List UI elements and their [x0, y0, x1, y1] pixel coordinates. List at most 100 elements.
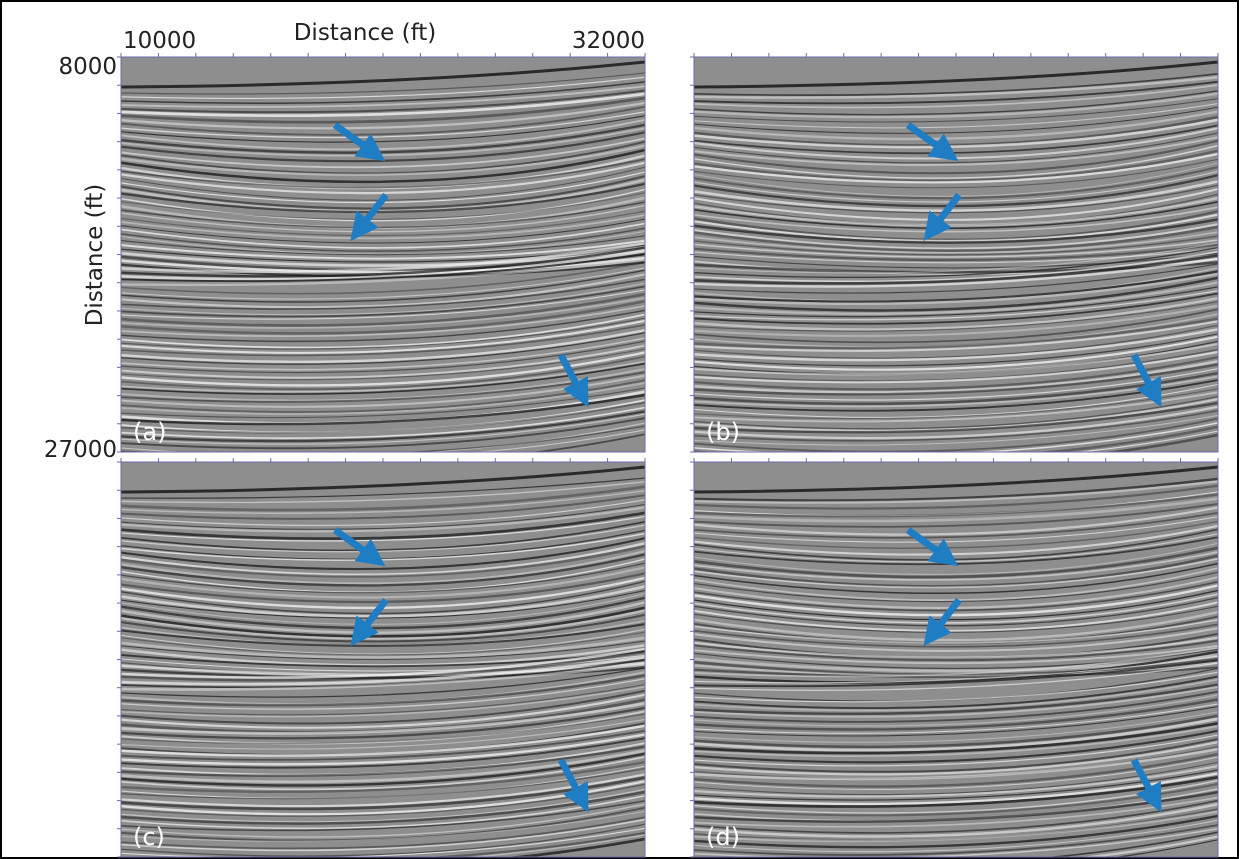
reflector — [121, 710, 645, 745]
reflector — [121, 210, 645, 237]
reflector — [121, 344, 645, 379]
reflector — [121, 477, 645, 499]
reflector — [694, 136, 1218, 166]
reflector — [121, 593, 645, 625]
reflector — [694, 98, 1218, 123]
reflector — [1080, 835, 1218, 857]
reflector — [694, 247, 1218, 279]
reflector — [694, 752, 1218, 788]
reflector — [121, 222, 645, 249]
reflector — [121, 515, 645, 542]
reflector — [121, 659, 645, 689]
reflector — [121, 410, 645, 443]
reflector — [694, 824, 1218, 856]
arrow — [350, 597, 389, 647]
reflector — [121, 818, 645, 852]
reflector — [121, 606, 645, 638]
reflector — [121, 562, 645, 594]
reflector — [121, 580, 645, 615]
reflector — [121, 823, 645, 857]
reflector — [694, 276, 1218, 312]
reflector — [121, 655, 645, 686]
reflector — [694, 711, 1218, 743]
reflector — [694, 184, 1218, 214]
y-start-label: 8000 — [58, 54, 117, 80]
reflector — [121, 81, 645, 104]
reflector — [694, 286, 1218, 318]
reflector — [121, 465, 645, 494]
reflector — [121, 623, 645, 647]
reflector — [694, 703, 1218, 734]
reflector — [121, 566, 645, 599]
reflector — [121, 250, 645, 281]
reflector — [121, 685, 645, 718]
reflector — [121, 806, 645, 842]
reflector — [121, 337, 645, 371]
reflector — [121, 485, 645, 512]
reflector — [694, 247, 1218, 264]
reflector — [694, 721, 1218, 755]
reflector — [694, 196, 1218, 227]
reflector — [694, 506, 1218, 536]
reflector — [694, 170, 1218, 203]
reflector — [694, 304, 1218, 337]
reflector — [694, 72, 1218, 96]
reflector — [121, 76, 645, 100]
reflector — [507, 837, 645, 857]
reflector — [694, 152, 1218, 184]
reflector — [694, 188, 1218, 221]
reflector — [121, 511, 645, 540]
reflector — [121, 683, 645, 716]
reflector — [694, 659, 1218, 688]
reflector — [121, 118, 645, 151]
reflector — [121, 256, 645, 274]
reflector — [694, 401, 1218, 434]
reflector — [694, 292, 1218, 325]
reflector — [121, 549, 645, 585]
reflector — [1114, 839, 1218, 857]
reflector — [694, 493, 1218, 518]
reflector — [694, 567, 1218, 602]
reflector — [694, 263, 1218, 294]
reflector — [694, 308, 1218, 344]
reflector — [121, 678, 645, 710]
reflector — [121, 332, 645, 365]
reflector — [694, 694, 1218, 727]
reflector — [121, 752, 645, 787]
reflector — [121, 273, 645, 309]
reflector — [121, 166, 645, 201]
reflector — [121, 258, 645, 287]
reflector — [121, 425, 645, 452]
reflector — [694, 201, 1218, 230]
reflector — [121, 524, 645, 553]
reflector — [121, 317, 645, 350]
reflector — [121, 667, 645, 698]
reflector — [121, 144, 645, 176]
reflector — [121, 328, 645, 364]
reflector — [121, 267, 645, 300]
arrow — [905, 527, 959, 567]
reflector — [694, 714, 1218, 748]
reflector — [694, 342, 1218, 376]
reflector — [694, 810, 1218, 843]
reflector — [694, 584, 1218, 617]
reflector — [121, 544, 645, 578]
reflector — [694, 601, 1218, 632]
reflector — [694, 272, 1218, 306]
reflector — [694, 803, 1218, 838]
reflector — [694, 636, 1218, 659]
reflector — [121, 737, 645, 769]
reflector — [694, 623, 1218, 648]
reflector — [121, 537, 645, 571]
reflector — [694, 127, 1218, 160]
reflector — [121, 760, 645, 794]
reflector — [121, 201, 645, 229]
reflector — [694, 596, 1218, 627]
reflector — [694, 618, 1218, 644]
reflector — [694, 158, 1218, 189]
reflector — [121, 413, 645, 445]
reflector — [121, 269, 645, 303]
seismic-panel — [694, 462, 1218, 857]
reflector — [694, 690, 1218, 723]
reflector — [694, 356, 1218, 391]
